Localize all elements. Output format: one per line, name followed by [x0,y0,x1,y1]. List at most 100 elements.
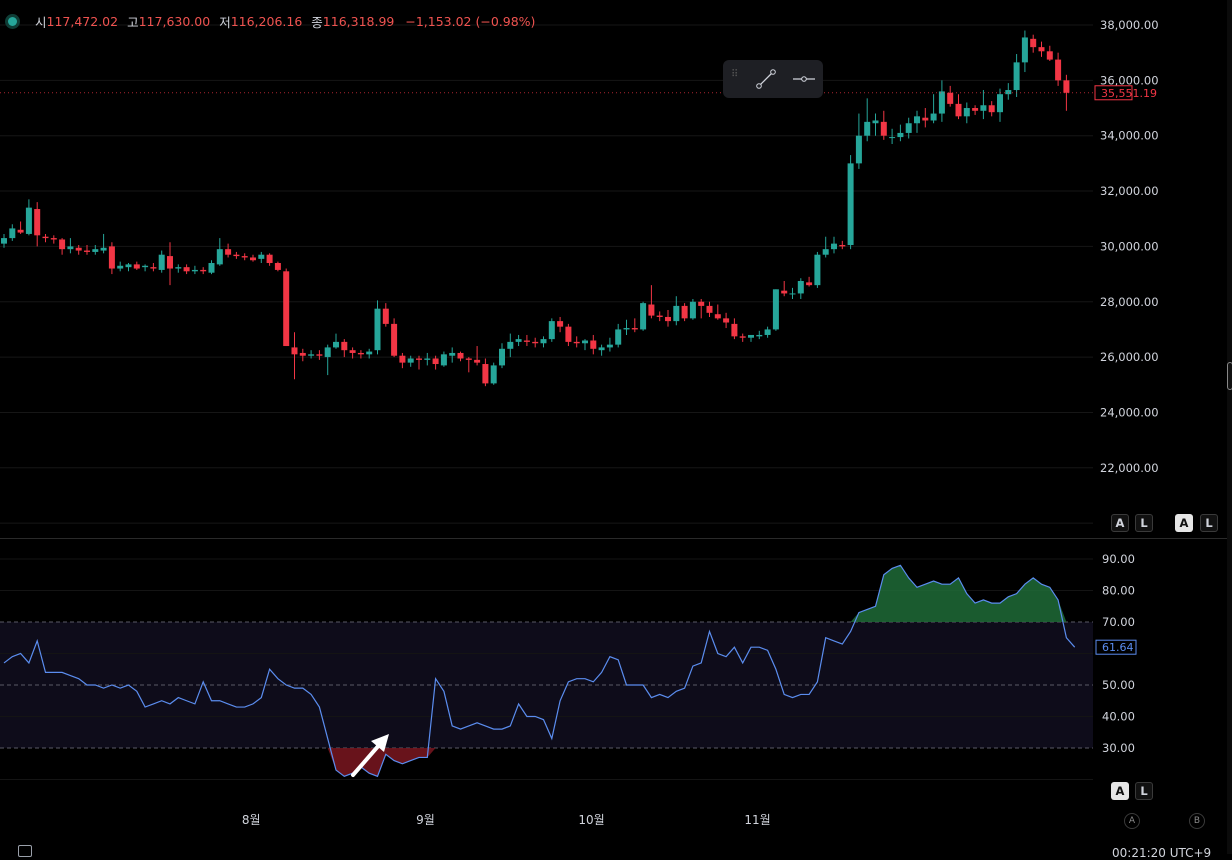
candle-body [922,117,929,121]
rsi-series[interactable] [3,564,1076,778]
price-tick-label: 30,000.00 [1100,239,1159,253]
candle-body [341,341,348,351]
candle-body [266,254,273,264]
candle-body [797,280,804,294]
candle-body [507,341,514,349]
last-price-label: 35,551.19 [1101,87,1157,100]
last-price-badge [1094,85,1133,101]
price-auto-scale-button[interactable]: A [1111,514,1129,532]
axis-log-button[interactable]: L [1200,514,1218,532]
open-label: 시 [35,14,47,30]
candle-body [963,108,970,117]
candle-body [183,267,190,272]
rsi-axis[interactable]: 90.00 80.00 70.00 50.00 40.00 30.00 61.64 [1095,552,1137,755]
high-label: 고 [127,14,139,30]
candle-body [432,358,439,365]
candle-body [905,123,912,133]
candle-body [839,245,846,247]
rsi-log-scale-button[interactable]: L [1135,782,1153,800]
candle-body [241,256,248,258]
candle-body [274,263,281,270]
candle-body [449,352,456,356]
price-axis[interactable]: 38,000.00 36,000.00 34,000.00 32,000.00 30,0… [1094,18,1159,475]
candlestick-series[interactable] [0,30,1093,387]
candle-body [482,364,489,384]
candle-body [158,254,165,270]
close-label: 종 [311,14,323,30]
candle-body [997,94,1003,113]
candle-body [938,91,945,114]
footer-badge-b[interactable]: B [1189,813,1205,829]
axis-auto-button[interactable]: A [1175,514,1193,532]
candle-body [50,238,57,240]
rsi-tick-label: 70.00 [1102,615,1135,629]
rsi-oversold-fill [4,748,1075,777]
right-scrollbar[interactable] [1227,0,1232,854]
high-value: 117,630.00 [138,13,211,29]
candle-body [499,348,505,366]
candle-body [233,254,240,257]
time-tick-label: 9월 [416,813,435,827]
candle-body [681,305,688,319]
candle-body [133,264,140,269]
low-label: 저 [219,14,231,30]
candle-body [490,365,497,384]
candle-body [208,263,215,273]
rsi-auto-scale-button[interactable]: A [1111,782,1129,800]
price-tick-label: 22,000.00 [1100,461,1159,475]
candle-body [324,347,331,358]
scrollbar-thumb[interactable] [1227,362,1232,390]
candle-body [781,290,788,294]
calendar-icon[interactable] [18,845,32,857]
candle-body [548,321,555,340]
candle-body [34,209,41,236]
time-axis[interactable]: 8월 9월 10월 11월 [242,813,771,827]
footer-badge-a[interactable]: A [1124,813,1140,829]
clock-display[interactable]: 00:21:20 UTC+9 [1112,846,1212,860]
candle-body [349,350,356,353]
candle-body [673,305,680,322]
ohlc-legend: 시 117,472.02 고 117,630.00 저 116,206.16 종 116… [8,12,540,30]
candle-body [357,352,364,355]
candle-body [67,246,74,250]
candle-body [822,249,829,255]
candle-body [540,339,547,344]
candle-body [764,329,771,335]
candle-body [258,254,265,259]
price-log-scale-button[interactable]: L [1135,514,1153,532]
candle-body [557,321,564,327]
rsi-last-label: 61.64 [1102,641,1134,654]
candle-body [117,265,124,269]
open-value: 117,472.02 [46,13,119,29]
candle-body [216,249,223,265]
candle-body [225,249,232,255]
time-tick-label: 10월 [578,813,604,827]
candle-body [191,269,198,272]
candle-body [756,334,763,337]
price-tick-label: 36,000.00 [1100,73,1159,87]
candle-body [864,121,871,136]
symbol-status-icon[interactable] [8,16,17,26]
candle-body [623,328,630,330]
candle-body [532,341,539,344]
arrow-annotation[interactable] [351,734,389,777]
drag-handle-icon[interactable]: ⠿ [731,69,739,80]
candle-body [955,103,962,117]
candle-body [1005,90,1012,95]
candle-body [1021,37,1028,63]
horizontal-ray-icon[interactable] [789,64,819,94]
candle-body [1038,47,1045,52]
candle-body [772,289,779,330]
candle-body [108,246,115,269]
rsi-tick-label: 50.00 [1102,678,1135,692]
change-value: −1,153.02 (−0.98%) [405,13,536,29]
candle-body [250,257,256,261]
candle-body [648,304,655,316]
rsi-tick-label: 80.00 [1102,584,1135,598]
candle-body [897,132,904,138]
candle-body [25,207,32,234]
trend-line-icon[interactable] [751,64,781,94]
candle-body [731,323,738,337]
candle-body [457,352,464,359]
